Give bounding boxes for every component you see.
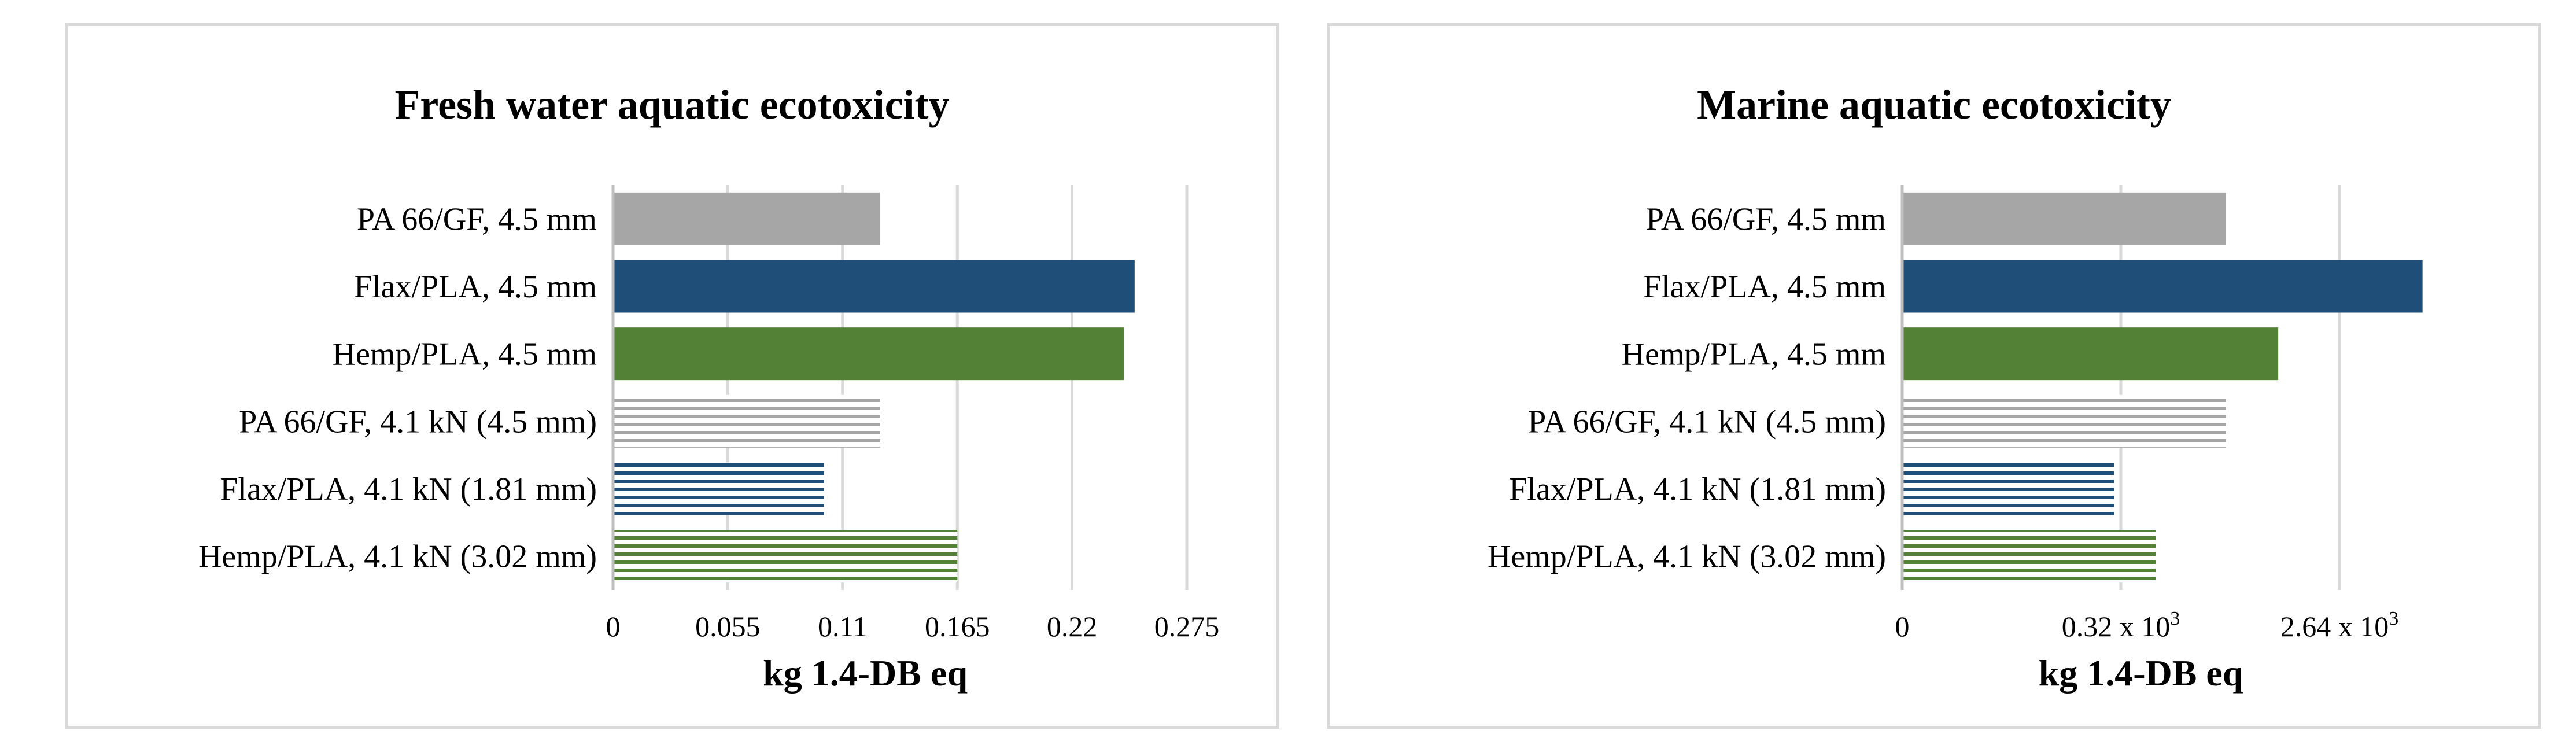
bar-5 <box>1902 462 2114 515</box>
chart-title: Marine aquatic ecotoxicity <box>1697 82 2171 128</box>
marine-chart-panel: Marine aquatic ecotoxicity PA 66/GF, 4.5 … <box>1327 23 2541 729</box>
tick-label: 0.32 x 103 <box>2062 608 2180 643</box>
tick-label: 0.165 <box>925 610 990 643</box>
bar-1 <box>613 192 880 245</box>
x-axis-label: kg 1.4-DB eq <box>763 652 968 694</box>
bar-2 <box>613 260 1135 313</box>
category-label: Hemp/PLA, 4.5 mm <box>1622 337 1886 373</box>
category-label: PA 66/GF, 4.1 kN (4.5 mm) <box>1528 404 1886 440</box>
tick-label: 0 <box>1895 610 1910 643</box>
category-label: PA 66/GF, 4.1 kN (4.5 mm) <box>239 404 597 440</box>
category-label: PA 66/GF, 4.5 mm <box>1646 201 1886 237</box>
tick-label: 0.055 <box>695 610 761 643</box>
category-label: PA 66/GF, 4.5 mm <box>357 201 597 237</box>
tick-label: 2.64 x 103 <box>2280 608 2399 643</box>
tick-label: 0.275 <box>1154 610 1220 643</box>
bar-2 <box>1902 260 2423 313</box>
category-label: Flax/PLA, 4.1 kN (1.81 mm) <box>220 471 597 507</box>
bar-3 <box>1902 327 2279 381</box>
category-label: Hemp/PLA, 4.1 kN (3.02 mm) <box>1488 539 1886 575</box>
tick-label: 0.22 <box>1047 610 1098 643</box>
x-axis-label: kg 1.4-DB eq <box>2039 652 2243 694</box>
category-label: Flax/PLA, 4.5 mm <box>1643 269 1886 305</box>
category-label: Flax/PLA, 4.5 mm <box>354 269 597 305</box>
category-label: Hemp/PLA, 4.1 kN (3.02 mm) <box>198 539 597 575</box>
fresh-water-chart: Fresh water aquatic ecotoxicity PA 66/GF,… <box>198 82 1220 694</box>
tick-label: 0.11 <box>818 610 868 643</box>
category-label: Hemp/PLA, 4.5 mm <box>333 337 597 373</box>
chart-title: Fresh water aquatic ecotoxicity <box>394 82 949 128</box>
fresh-water-chart-panel: Fresh water aquatic ecotoxicity PA 66/GF,… <box>65 23 1279 729</box>
bar-3 <box>613 327 1124 381</box>
tick-label: 0 <box>606 610 621 643</box>
bar-4 <box>1902 394 2226 448</box>
bar-1 <box>1902 192 2226 245</box>
bar-4 <box>613 394 880 448</box>
marine-chart: Marine aquatic ecotoxicity PA 66/GF, 4.5 … <box>1488 82 2423 694</box>
bar-6 <box>1902 530 2156 583</box>
bar-6 <box>613 530 958 583</box>
bar-5 <box>613 462 824 515</box>
category-label: Flax/PLA, 4.1 kN (1.81 mm) <box>1509 471 1886 507</box>
